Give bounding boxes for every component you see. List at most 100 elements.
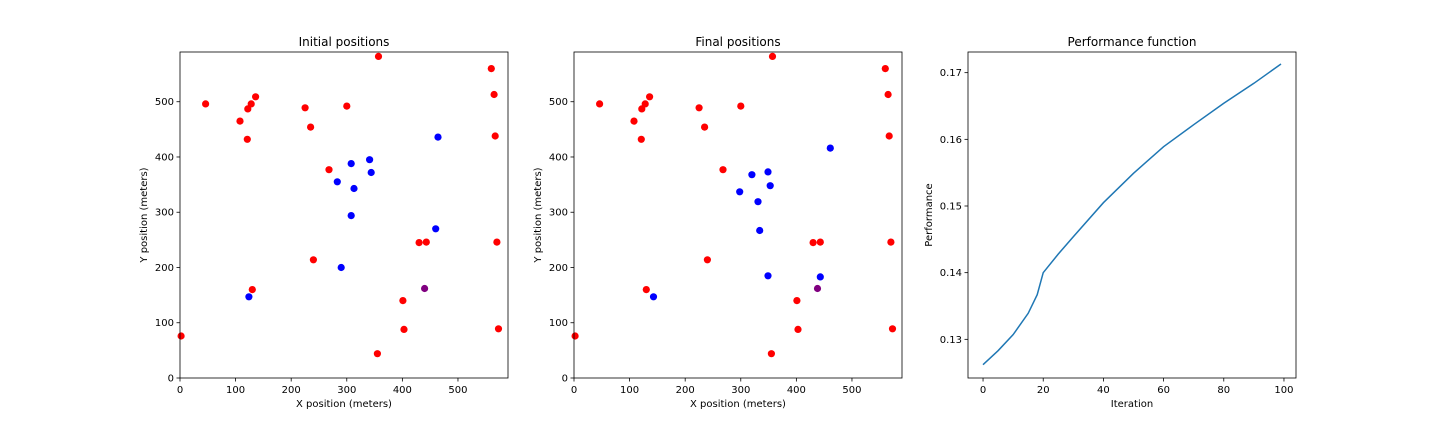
data-point — [347, 212, 355, 220]
x-tick-label: 100 — [226, 385, 245, 396]
data-point — [309, 256, 317, 264]
data-point — [571, 332, 579, 340]
data-point — [764, 272, 772, 280]
data-point — [885, 132, 893, 140]
y-axis-label: Performance — [924, 183, 935, 246]
axes-3: 0 20 40 60 80 100 0.13 0.14 0.15 0.16 0.17 Performa… — [924, 35, 1297, 410]
data-point — [491, 132, 499, 140]
data-point — [236, 117, 244, 125]
data-point — [649, 293, 658, 301]
data-point — [494, 325, 503, 333]
data-point — [756, 226, 764, 235]
chart-title: Initial positions — [299, 35, 390, 49]
chart-title: Final positions — [695, 35, 780, 49]
data-point — [366, 156, 374, 164]
data-point — [307, 123, 315, 131]
data-point — [490, 90, 498, 99]
y-axis-label: Y position (meters) — [139, 167, 150, 263]
data-point — [646, 93, 654, 101]
data-point — [793, 297, 801, 305]
data-point — [881, 65, 889, 73]
data-point — [245, 293, 253, 301]
data-point — [367, 168, 375, 177]
x-axis-label: X position (meters) — [296, 399, 392, 410]
data-point — [809, 239, 817, 247]
data-point — [641, 100, 649, 108]
y-tick-label: 500 — [549, 97, 568, 108]
x-tick-label: 80 — [1217, 385, 1230, 396]
data-point — [596, 100, 604, 108]
data-point — [642, 286, 650, 294]
data-point — [637, 135, 645, 143]
y-tick-label: 300 — [549, 208, 568, 219]
series-line — [982, 63, 1282, 366]
y-tick-label: 100 — [549, 318, 568, 329]
data-point — [247, 100, 255, 108]
y-tick-label: 200 — [155, 263, 174, 274]
axes-frame — [573, 51, 903, 379]
data-point — [816, 238, 824, 246]
data-point — [884, 90, 892, 99]
data-point — [422, 238, 430, 246]
data-point — [719, 166, 727, 174]
data-point — [325, 166, 333, 174]
axes-1: 0 100 200 300 400 500 0 100 200 300 400 500 Initial … — [139, 35, 509, 410]
data-point — [432, 225, 440, 233]
x-tick-label: 100 — [620, 385, 639, 396]
data-point — [343, 102, 351, 110]
data-point — [766, 182, 774, 190]
data-point — [202, 100, 210, 108]
data-point — [703, 256, 712, 264]
data-point — [826, 144, 834, 152]
data-point — [337, 263, 345, 272]
x-tick-label: 500 — [448, 385, 467, 396]
y-tick-label: 0.14 — [940, 268, 962, 279]
data-point — [493, 238, 501, 246]
data-point — [767, 350, 776, 358]
data-point — [888, 325, 897, 333]
data-point — [374, 52, 383, 61]
x-tick-label: 300 — [337, 385, 356, 396]
data-point — [399, 297, 407, 305]
data-point — [248, 286, 256, 294]
x-tick-label: 300 — [731, 385, 750, 396]
data-point — [252, 93, 260, 101]
y-tick-label: 0.16 — [940, 135, 962, 146]
data-point — [350, 184, 358, 193]
y-tick-label: 0.17 — [940, 68, 962, 79]
data-point — [400, 325, 408, 333]
y-tick-label: 0.13 — [940, 335, 962, 346]
x-axis-label: Iteration — [1111, 399, 1153, 410]
axes-2: 0 100 200 300 400 500 0 100 200 300 400 500 Final po… — [533, 35, 903, 410]
x-tick-label: 200 — [676, 385, 695, 396]
data-point — [434, 133, 442, 141]
data-point — [630, 117, 638, 125]
x-tick-label: 400 — [787, 385, 806, 396]
y-tick-label: 0.15 — [940, 202, 962, 213]
data-point — [421, 284, 429, 293]
data-point — [748, 171, 756, 179]
axes-frame — [967, 51, 1297, 379]
y-tick-label: 200 — [549, 263, 568, 274]
data-point — [243, 135, 251, 143]
x-tick-label: 60 — [1157, 385, 1170, 396]
data-point — [754, 198, 762, 206]
x-tick-label: 40 — [1097, 385, 1110, 396]
data-point — [695, 104, 703, 112]
y-tick-label: 400 — [549, 152, 568, 163]
data-point — [816, 273, 824, 281]
x-tick-label: 0 — [177, 385, 183, 396]
x-tick-label: 20 — [1037, 385, 1050, 396]
y-axis-label: Y position (meters) — [533, 167, 544, 263]
data-point — [177, 332, 185, 340]
chart-title: Performance function — [1068, 35, 1197, 49]
data-point — [373, 350, 381, 358]
data-point — [487, 65, 495, 73]
data-point — [347, 160, 355, 168]
data-point — [736, 188, 744, 196]
data-point — [887, 238, 895, 246]
x-axis-label: X position (meters) — [690, 399, 786, 410]
y-tick-label: 500 — [155, 97, 174, 108]
x-tick-label: 400 — [393, 385, 412, 396]
axes-frame — [179, 51, 509, 379]
